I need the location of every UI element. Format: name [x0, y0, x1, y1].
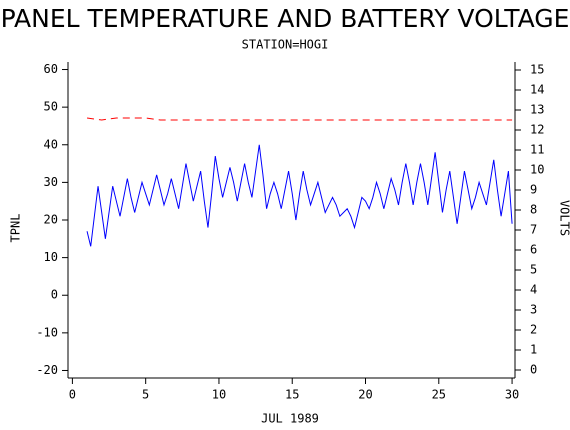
chart-title: PANEL TEMPERATURE AND BATTERY VOLTAGE	[1, 4, 570, 33]
y2-tick-label: 0	[530, 363, 537, 377]
x-tick-label: 20	[358, 388, 372, 402]
chart-subtitle: STATION=HOGI	[242, 38, 329, 52]
y2-tick-label: 1	[530, 343, 537, 357]
y2-tick-label: 3	[530, 303, 537, 317]
x-tick-label: 15	[285, 388, 299, 402]
y-tick-label: 10	[44, 250, 58, 264]
y-tick-label: 60	[44, 62, 58, 76]
y2-tick-label: 6	[530, 243, 537, 257]
y-tick-label: 20	[44, 213, 58, 227]
data-line	[86, 144, 513, 247]
y2-tick-label: 10	[530, 163, 544, 177]
y2-tick-label: 7	[530, 223, 537, 237]
y2-tick-label: 2	[530, 323, 537, 337]
y-tick-label: 40	[44, 137, 58, 151]
x-tick-label: 5	[142, 388, 149, 402]
y2-axis-label: VOLTS	[558, 200, 570, 236]
y-tick-label: -20	[36, 363, 58, 377]
y-tick-label: 30	[44, 175, 58, 189]
y2-tick-label: 5	[530, 263, 537, 277]
y2-tick-label: 8	[530, 203, 537, 217]
y2-tick-label: 12	[530, 123, 544, 137]
y2-tick-label: 15	[530, 63, 544, 77]
x-tick-label: 10	[212, 388, 226, 402]
data-line	[86, 117, 513, 121]
y-axis-label: TPNL	[9, 214, 23, 243]
x-axis-label: JUL 1989	[261, 412, 319, 426]
x-tick-label: 30	[505, 388, 519, 402]
y-tick-label: -10	[36, 325, 58, 339]
y2-tick-label: 9	[530, 183, 537, 197]
y-tick-label: 0	[51, 288, 58, 302]
x-tick-label: 0	[69, 388, 76, 402]
y2-tick-label: 11	[530, 143, 544, 157]
y-tick-label: 50	[44, 100, 58, 114]
y2-tick-label: 4	[530, 283, 537, 297]
x-tick-label: 25	[432, 388, 446, 402]
y2-tick-label: 13	[530, 103, 544, 117]
y2-tick-label: 14	[530, 83, 544, 97]
